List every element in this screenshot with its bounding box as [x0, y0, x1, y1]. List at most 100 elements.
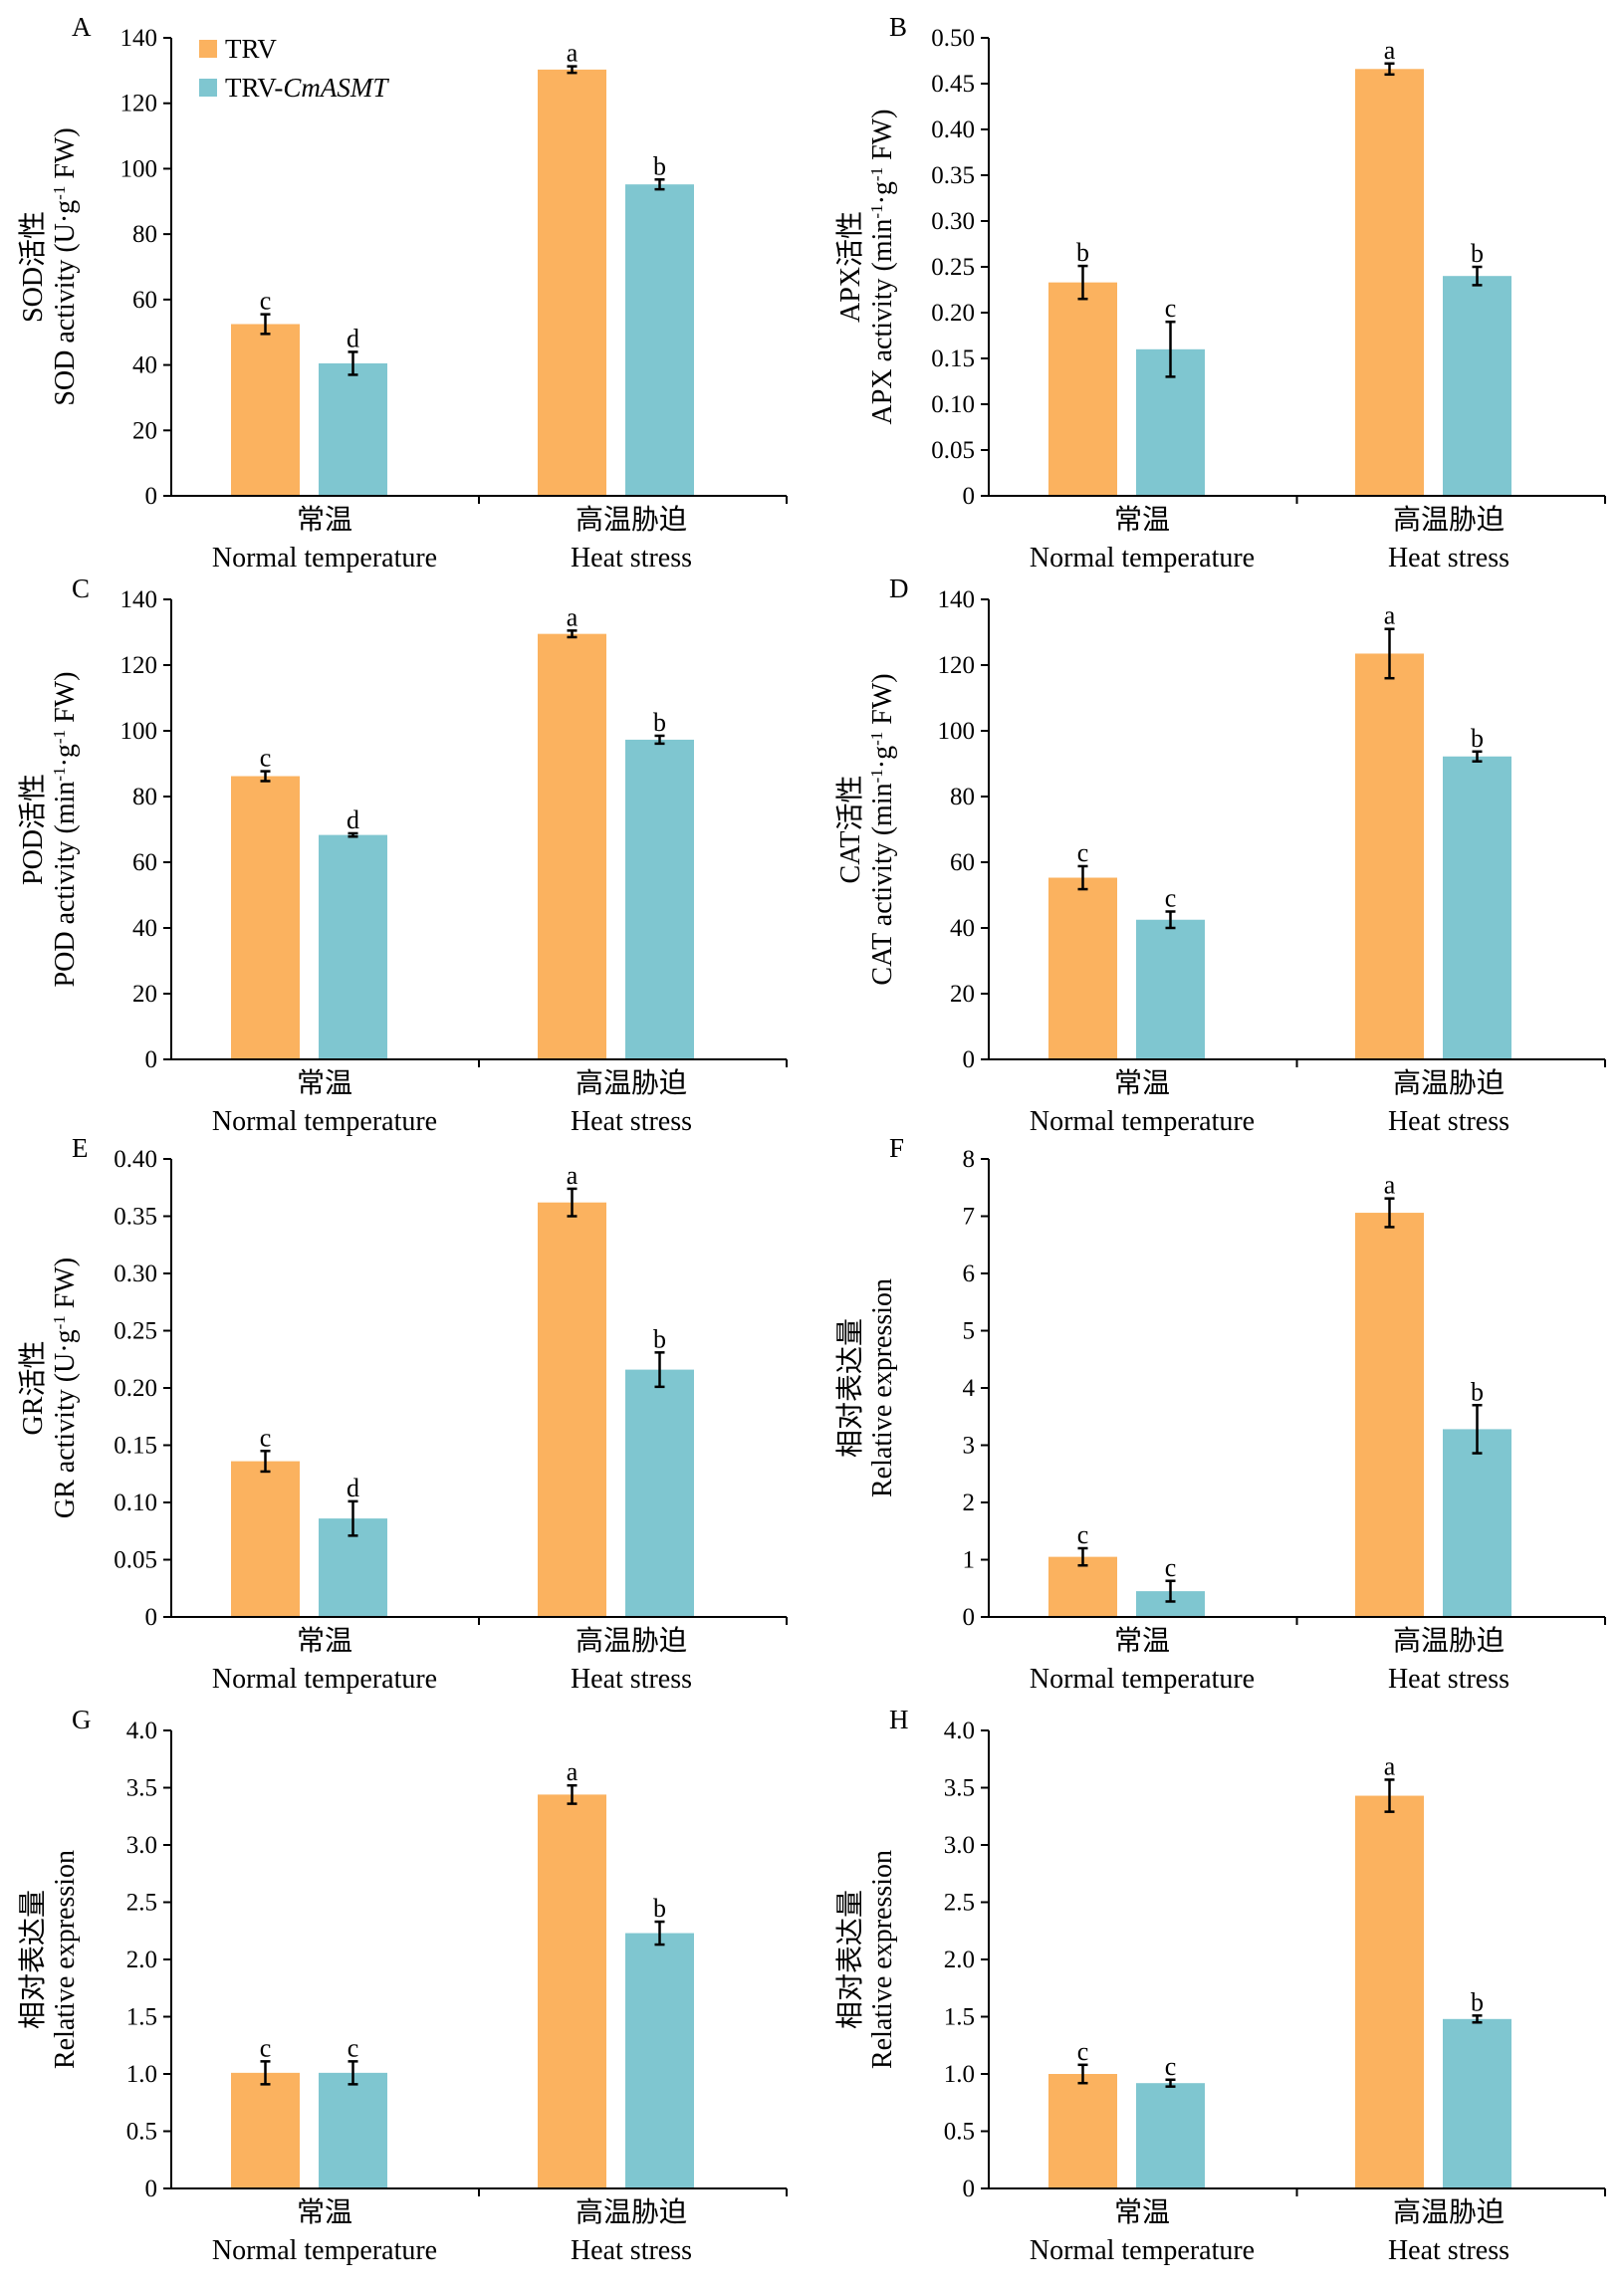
bar [1443, 1429, 1511, 1617]
y-tick-label: 0.05 [114, 1547, 157, 1574]
significance-label: a [1384, 1751, 1396, 1780]
y-tick-label: 20 [950, 981, 975, 1008]
significance-label: b [653, 151, 666, 180]
significance-label: a [1384, 36, 1396, 65]
y-tick-label: 120 [938, 652, 976, 679]
significance-label: c [260, 287, 272, 316]
x-category-label-en: Normal temperature [1030, 543, 1255, 574]
bar [1136, 2083, 1205, 2188]
y-tick-label: 3.5 [944, 1775, 975, 1802]
bar [1443, 756, 1511, 1059]
bar [625, 1933, 694, 2188]
legend-label: TRV-CmASMT [225, 73, 389, 103]
bar [625, 1369, 694, 1617]
x-category-label-en: Normal temperature [212, 1664, 437, 1695]
y-axis-label-cn: POD活性 [17, 774, 49, 885]
y-tick-label: 0 [145, 483, 158, 510]
y-tick-label: 0.35 [931, 162, 975, 189]
y-tick-label: 4.0 [126, 1718, 157, 1744]
panel-letter: E [72, 1133, 89, 1163]
y-axis-label-cn: CAT活性 [834, 776, 866, 884]
x-category-label-en: Heat stress [1388, 1106, 1509, 1137]
significance-label: b [1471, 239, 1484, 268]
y-tick-label: 120 [120, 652, 158, 679]
y-tick-label: 0.15 [931, 345, 975, 372]
y-axis-label-cn: 相对表达量 [834, 1318, 866, 1458]
bar [1048, 1556, 1117, 1617]
y-tick-label: 6 [963, 1261, 976, 1287]
significance-label: a [567, 1161, 579, 1190]
y-tick-label: 60 [132, 849, 157, 876]
chart-panel-f: Fc a c b 0 1 2 3 4 5 6 7 8 常温 Normal temperature 高温胁迫 He… [834, 1133, 1606, 1695]
y-tick-label: 0.45 [931, 71, 975, 98]
y-tick-label: 0 [963, 483, 976, 510]
significance-label: a [567, 602, 579, 631]
y-tick-label: 3 [963, 1433, 976, 1460]
y-tick-label: 0 [963, 2176, 976, 2202]
x-category-label-en: Heat stress [1388, 2235, 1509, 2266]
chart-panel-b: Bb a c b 0 0.05 0.10 0.15 0.20 0.25 0.30 0.35 0.40 0.… [834, 12, 1606, 574]
y-tick-label: 0 [145, 1604, 158, 1631]
chart-panel-d: Dc a c b 0 20 40 60 80 100 120 140 常温 Normal temperat… [834, 574, 1606, 1137]
panel-letter: D [889, 574, 909, 603]
y-tick-label: 0.5 [126, 2119, 157, 2146]
legend-label: TRV [225, 34, 277, 64]
significance-label: b [653, 1324, 666, 1353]
y-tick-label: 8 [963, 1146, 976, 1173]
significance-label: b [1471, 1377, 1484, 1406]
y-axis-label-en: Relative expression [50, 1850, 81, 2069]
x-category-label-en: Normal temperature [1030, 1106, 1255, 1137]
y-axis-label-en: CAT activity (min-1·g-1 FW) [867, 673, 899, 985]
significance-label: b [1076, 238, 1089, 267]
x-category-label-en: Normal temperature [212, 1106, 437, 1137]
bar [319, 362, 387, 496]
legend: TRV TRV-CmASMT [199, 34, 389, 103]
y-tick-label: 140 [938, 586, 976, 613]
y-tick-label: 4 [963, 1375, 976, 1402]
y-tick-label: 140 [120, 586, 158, 613]
panel-letter: A [72, 12, 92, 42]
y-tick-label: 2.5 [126, 1890, 157, 1917]
significance-label: c [260, 2033, 272, 2062]
x-category-label-cn: 高温胁迫 [576, 2196, 687, 2228]
y-tick-label: 0.40 [931, 116, 975, 143]
x-category-label-cn: 高温胁迫 [576, 504, 687, 536]
bar [1136, 919, 1205, 1059]
bar [319, 2072, 387, 2188]
bar [538, 1202, 606, 1617]
bar [231, 324, 300, 496]
x-category-label-cn: 常温 [1114, 1067, 1170, 1099]
bar [538, 69, 606, 496]
y-tick-label: 0.05 [931, 437, 975, 464]
significance-label: c [260, 744, 272, 773]
y-tick-label: 5 [963, 1318, 976, 1345]
x-category-label-en: Normal temperature [1030, 1664, 1255, 1695]
y-axis-label-cn: 相对表达量 [17, 1890, 49, 2029]
y-tick-label: 3.5 [126, 1775, 157, 1802]
y-tick-label: 0.50 [931, 25, 975, 52]
y-tick-label: 2.5 [944, 1890, 975, 1917]
y-tick-label: 120 [120, 91, 158, 117]
chart-panel-h: Hc a c b 0 0.5 1.0 1.5 2.0 2.5 3.0 3.5 4.0 常温 Normal t… [834, 1705, 1606, 2266]
y-tick-label: 20 [132, 981, 157, 1008]
y-tick-label: 0 [145, 2176, 158, 2202]
significance-label: a [1384, 601, 1396, 630]
significance-label: a [567, 1757, 579, 1786]
x-category-label-en: Heat stress [1388, 543, 1509, 574]
chart-panel-a: Ac a d b 0 20 40 60 80 100 120 140 常温 Normal temperat… [17, 12, 788, 574]
bar [1355, 1795, 1424, 2188]
bar [1048, 282, 1117, 496]
bar [625, 184, 694, 496]
y-tick-label: 80 [950, 784, 975, 810]
significance-label: c [1077, 2037, 1089, 2066]
y-tick-label: 80 [132, 221, 157, 248]
bar [538, 633, 606, 1059]
y-tick-label: 2 [963, 1490, 976, 1516]
y-tick-label: 1.0 [126, 2061, 157, 2088]
bar [1355, 69, 1424, 496]
significance-label: d [347, 805, 359, 834]
bar [231, 1461, 300, 1617]
bar [231, 2072, 300, 2188]
y-tick-label: 0.15 [114, 1433, 157, 1460]
y-tick-label: 0.20 [114, 1375, 157, 1402]
